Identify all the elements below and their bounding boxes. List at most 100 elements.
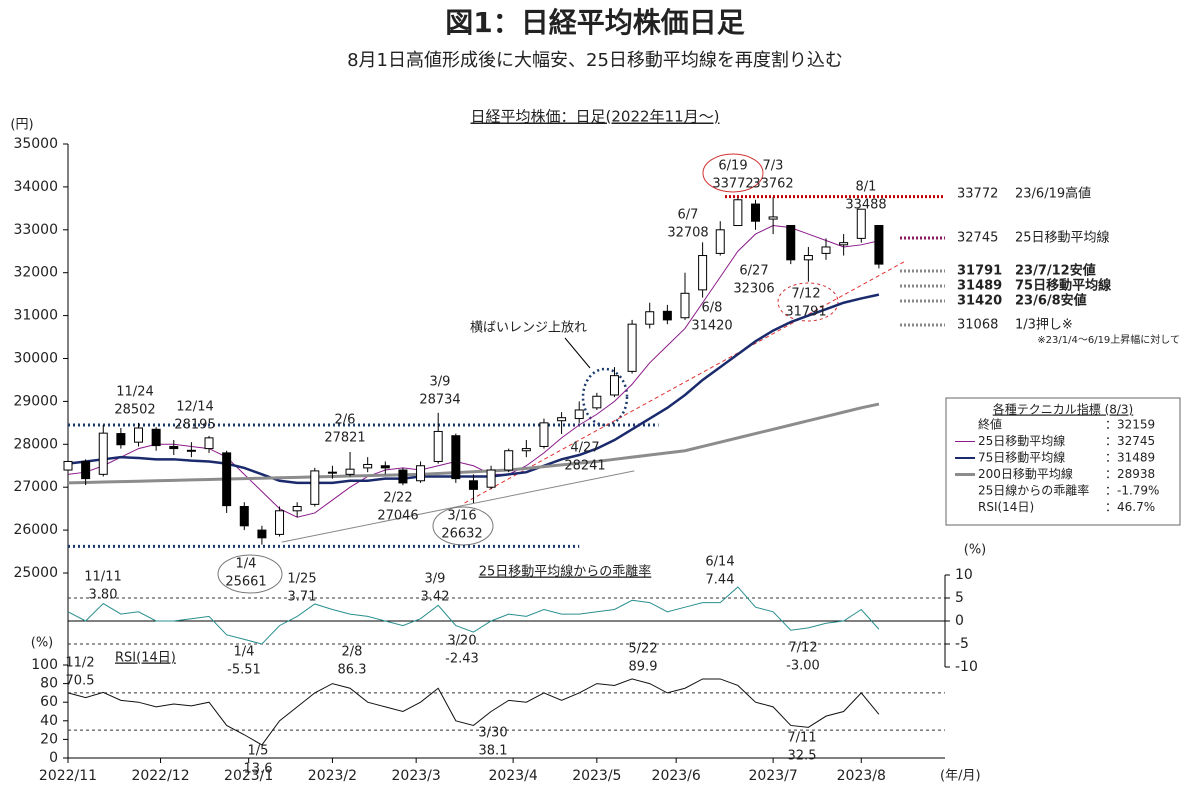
legend-name: 200日移動平均線 (978, 466, 1073, 481)
candle-body (151, 428, 161, 447)
legend-name: RSI(14日) (978, 500, 1034, 514)
annotation-date: 6/7 (678, 208, 699, 223)
candle-body (574, 409, 584, 420)
annotation-value: 31791 (785, 305, 826, 320)
candle-body (698, 255, 708, 291)
legend-value: ：-1.79% (1105, 484, 1159, 498)
circle (217, 554, 283, 594)
annotation-value: -5.51 (227, 663, 261, 678)
annotation-date: 5/22 (628, 642, 657, 657)
legend-name: 75日移動平均線 (978, 450, 1065, 465)
annotation-date: 3/16 (447, 509, 476, 524)
x-unit: (年/月) (940, 769, 981, 784)
candle-body (81, 460, 91, 480)
annotation-value: 3.80 (89, 588, 118, 603)
legend-title: 各種テクニカル指標 (8/3) (993, 402, 1134, 417)
candle-body (839, 242, 849, 246)
annotation-date: 6/14 (705, 555, 734, 570)
candle-body (433, 430, 443, 462)
candle-body (380, 465, 390, 469)
y-tick-label: 0 (49, 750, 58, 766)
annotation-value: 28241 (564, 459, 605, 474)
candle-body (645, 311, 655, 325)
y-tick-label: 32000 (13, 265, 58, 281)
annotation-date: 6/27 (739, 264, 768, 279)
annotation-value: 86.3 (338, 663, 367, 678)
candle-body (204, 437, 214, 450)
candle-body (786, 225, 796, 261)
annotation-date: 1/5 (248, 744, 269, 759)
candle-body (680, 292, 690, 319)
candle-body (363, 463, 373, 469)
trend-line (281, 470, 635, 543)
y-tick-label: 20 (40, 731, 58, 747)
candle-body (521, 448, 531, 452)
y-tick-label: 25000 (13, 565, 58, 581)
level-value: 31420 (957, 294, 1002, 309)
annotation-value: 33488 (845, 198, 886, 213)
candle-body (557, 417, 567, 422)
annotation-value: 3.71 (288, 590, 317, 605)
x-tick-label: 2023/4 (488, 768, 537, 784)
annotation-date: 11/24 (116, 385, 153, 400)
annotation-value: 38.1 (479, 744, 508, 759)
title: 図1：日経平均株価日足 (445, 6, 744, 39)
y-tick-label: 40 (40, 713, 58, 729)
annotation-date: 6/8 (702, 301, 723, 316)
candle-body (768, 216, 778, 220)
annotation-date: 2/6 (335, 413, 356, 428)
annotation-value: 32306 (733, 282, 774, 297)
candle-body (592, 395, 602, 409)
candle-body (275, 510, 285, 535)
candle-body (239, 506, 249, 527)
annotation-date: 3/20 (447, 634, 476, 649)
ma-line (67, 402, 880, 485)
x-tick-label: 2023/7 (748, 768, 797, 784)
candle-body (398, 469, 408, 484)
annotation-date: 11/11 (84, 570, 121, 585)
subtitle: 8月1日高値形成後に大幅安、25日移動平均線を再度割り込む (347, 50, 843, 71)
candle-body (63, 460, 73, 471)
y-tick-label: 28000 (13, 436, 58, 452)
annotation-date: 4/27 (570, 441, 599, 456)
level-value: 31791 (957, 264, 1002, 279)
candle-body (327, 471, 337, 474)
candle-body (186, 449, 196, 452)
x-tick-label: 2022/12 (131, 768, 189, 784)
annotation-date: 2/22 (383, 491, 412, 506)
candle-body (292, 506, 302, 512)
level-label: 23/6/8安値 (1015, 293, 1087, 309)
annotation-date: 6/19 (718, 159, 747, 174)
candle-body (539, 422, 549, 447)
level-label: 75日移動平均線 (1015, 278, 1112, 294)
annotation-value: 32708 (667, 226, 708, 241)
annotation-value: 26632 (441, 527, 482, 542)
candle-body (486, 469, 496, 488)
level-label: 25日移動平均線 (1015, 230, 1110, 246)
candle-body (803, 255, 813, 261)
annotation-value: 27046 (377, 509, 418, 524)
level-label: 23/7/12安値 (1015, 263, 1096, 279)
annotation-value: 33762 (752, 177, 793, 192)
y-unit: (円) (10, 118, 33, 133)
x-tick-label: 2023/1 (224, 768, 273, 784)
annotation-date: 1/4 (236, 557, 257, 572)
y-tick-label: 0 (955, 613, 964, 629)
level-value: 33772 (957, 187, 998, 202)
annotation-date: 1/25 (287, 572, 316, 587)
candle-body (715, 229, 725, 254)
annotation-value: 13.6 (244, 762, 273, 777)
y-tick-label: 35000 (13, 136, 58, 152)
annotation-date: 3/9 (425, 572, 446, 587)
annotation-date: 3/30 (478, 726, 507, 741)
level-note: ※23/1/4～6/19上昇幅に対して (1037, 333, 1180, 346)
candle-body (856, 208, 866, 239)
candle-body (222, 452, 232, 507)
annotation-value: 28734 (419, 393, 460, 408)
annotation-value: -2.43 (445, 652, 479, 667)
main-title: 日経平均株価：日足(2022年11月～) (471, 108, 720, 126)
candle-body (609, 375, 619, 396)
annotation-date: 8/1 (856, 180, 877, 195)
y-tick-label: 27000 (13, 479, 58, 495)
